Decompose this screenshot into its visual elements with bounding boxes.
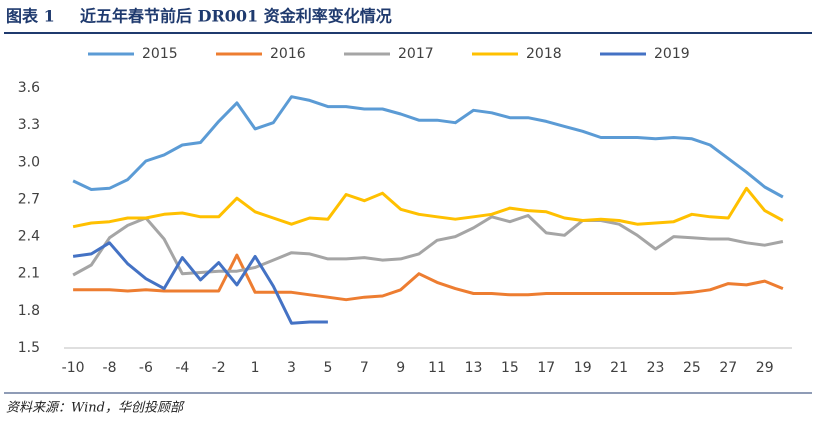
y-tick-label: 3.6 [18,80,40,96]
series-line [73,253,784,302]
legend-label: 2016 [270,46,306,62]
x-tick-label: 23 [647,360,665,376]
chart-title: 近五年春节前后 DR001 资金利率变化情况 [80,7,392,26]
x-tick-label: -2 [212,360,226,376]
x-tick-label: 29 [756,360,774,376]
x-tick-label: 9 [396,360,405,376]
y-tick-label: 1.8 [18,303,40,319]
x-tick-label: 11 [428,360,446,376]
x-tick-label: 19 [574,360,592,376]
y-tick-label: 3.0 [18,154,40,170]
series-line [72,186,784,229]
y-tick-label: 2.7 [18,191,40,207]
x-tick-label: -4 [175,360,189,376]
y-tick-label: 2.1 [18,266,40,282]
series-line [72,241,328,325]
x-tick-label: -10 [62,360,85,376]
x-tick-label: 1 [251,360,260,376]
x-tick-label: 21 [610,360,628,376]
figure-label: 图表 1 [6,7,55,26]
x-tick-label: 7 [360,360,369,376]
x-tick-label: -6 [139,360,153,376]
y-tick-label: 1.5 [18,340,40,356]
y-tick-label: 3.3 [18,117,40,133]
legend-label: 2015 [142,46,178,62]
legend-label: 2018 [526,46,562,62]
series-line [72,95,784,199]
x-tick-label: -8 [103,360,117,376]
x-tick-label: 27 [719,360,737,376]
x-tick-label: 15 [501,360,519,376]
x-tick-label: 13 [465,360,483,376]
x-tick-label: 3 [287,360,296,376]
legend-label: 2017 [398,46,434,62]
series-line [72,214,784,277]
x-tick-label: 25 [683,360,701,376]
x-tick-label: 17 [537,360,555,376]
legend-label: 2019 [654,46,690,62]
y-tick-label: 2.4 [18,229,40,245]
source: 资料来源：Wind，华创投顾部 [6,401,185,416]
x-tick-label: 5 [323,360,332,376]
